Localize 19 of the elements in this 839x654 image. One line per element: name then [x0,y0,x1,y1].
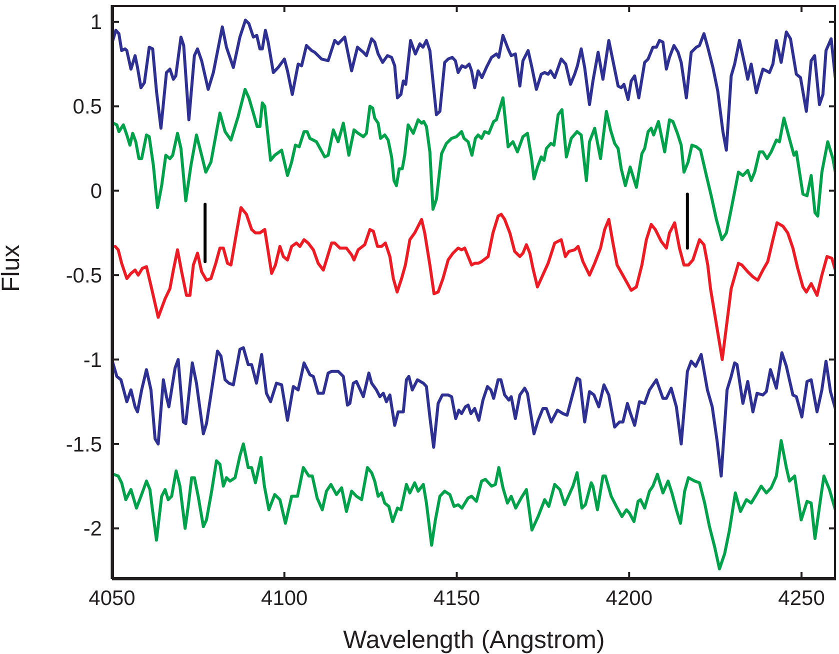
y-axis-title: Flux [0,244,25,292]
y-tick-label: 0 [90,180,102,204]
y-tick-label: -0.5 [66,264,102,288]
line-series [114,206,836,362]
y-tick-label: -2 [83,518,102,541]
line-series [112,88,836,242]
x-tick-label: 4250 [778,587,825,610]
x-tick-label: 4200 [606,587,652,610]
line-series [112,346,836,478]
y-tick-label: 0.5 [72,96,102,119]
x-tick-label: 4100 [261,587,308,610]
x-axis-title: Wavelength (Angstrom) [343,626,605,654]
y-tick-label: -1 [83,348,102,372]
line-series [112,18,836,152]
x-tick-label: 4150 [433,587,480,610]
y-tick-label: -1.5 [66,433,102,456]
x-tick-label: 4050 [88,587,136,610]
y-tick-label: 1 [90,11,102,34]
line-series [112,439,836,570]
